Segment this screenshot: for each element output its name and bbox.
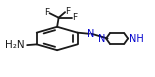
Text: F: F: [44, 8, 49, 17]
Text: H₂N: H₂N: [5, 40, 25, 50]
Text: N: N: [86, 29, 94, 39]
Text: F: F: [65, 7, 70, 16]
Text: F: F: [72, 13, 78, 22]
Text: NH: NH: [129, 33, 144, 44]
Text: N: N: [97, 33, 105, 44]
